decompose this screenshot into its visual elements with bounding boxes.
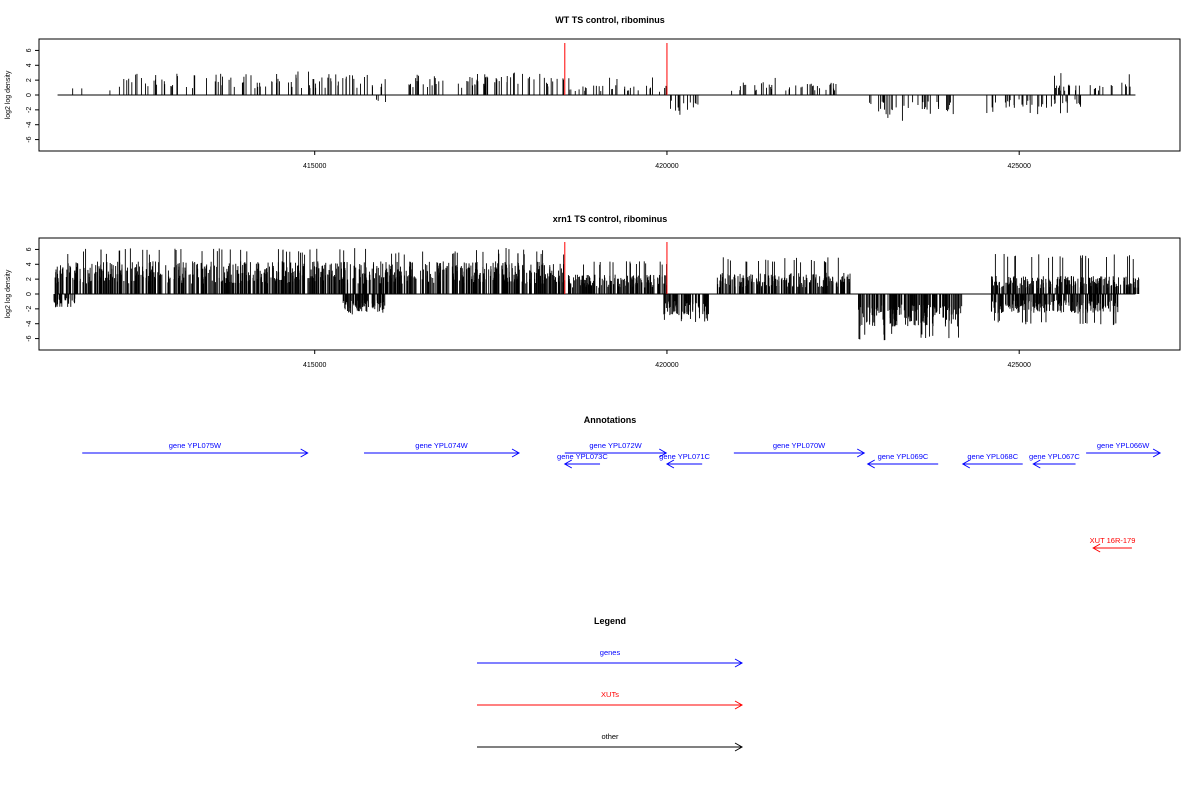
legend-item: XUTs — [477, 690, 744, 710]
legend-item: genes — [477, 648, 744, 668]
legend-title: Legend — [594, 616, 626, 626]
annotations-title: Annotations — [584, 415, 637, 425]
feature-label: gene YPL069C — [878, 452, 929, 461]
y-tick-label: 6 — [26, 247, 33, 251]
annotation-feature: gene YPL073C — [557, 452, 608, 469]
annotation-feature: gene YPL069C — [866, 452, 939, 469]
wt-track-bars — [72, 71, 1131, 121]
annotation-feature: XUT 16R-179 — [1090, 536, 1136, 553]
wt-track-markers — [564, 43, 668, 95]
y-tick-label: -4 — [26, 122, 33, 128]
arrow-head — [511, 448, 521, 458]
xrn1-track-x-axis: 415000 420000 425000 — [303, 350, 1031, 369]
legend-item: other — [477, 732, 744, 752]
feature-label: gene YPL074W — [415, 441, 468, 450]
annotation-feature: gene YPL067C — [1029, 452, 1080, 469]
legend-item-label: genes — [600, 648, 621, 657]
xrn1-track-bars — [53, 248, 1140, 341]
arrow-head — [856, 448, 866, 458]
annotation-features: gene YPL075W gene YPL074W gene YPL072W gene… — [82, 441, 1162, 553]
x-tick-label: 425000 — [1008, 163, 1031, 170]
annotations-panel: Annotations gene YPL075W gene YPL074W gene… — [82, 415, 1162, 553]
arrow-head — [961, 459, 971, 469]
y-tick-label: -6 — [26, 136, 33, 142]
wt-track-x-axis: 415000 420000 425000 — [303, 151, 1031, 170]
annotation-feature: gene YPL066W — [1086, 441, 1162, 458]
y-tick-label: 2 — [26, 277, 33, 281]
arrow-head — [1032, 459, 1041, 469]
feature-label: gene YPL068C — [967, 452, 1018, 461]
y-tick-label: -2 — [26, 107, 33, 113]
x-tick-label: 415000 — [303, 362, 326, 369]
legend-item-label: XUTs — [601, 690, 619, 699]
wt-track-y-axis: 6 4 2 0 -2 -4 -6 — [26, 48, 39, 143]
annotation-feature: gene YPL070W — [733, 441, 866, 458]
y-tick-label: -2 — [26, 306, 33, 312]
wt-track-panel: WT TS control, ribominus log2 log densit… — [5, 15, 1181, 170]
feature-label: gene YPL071C — [659, 452, 710, 461]
wt-track-ylabel: log2 log density — [5, 70, 12, 119]
x-tick-label: 415000 — [303, 163, 326, 170]
arrow-head — [658, 448, 668, 458]
legend-item-label: other — [601, 732, 619, 741]
y-tick-label: 0 — [26, 93, 33, 97]
xrn1-track-y-axis: 6 4 2 0 -2 -4 -6 — [26, 247, 39, 342]
annotation-feature: gene YPL072W — [564, 441, 668, 458]
annotation-feature: gene YPL068C — [961, 452, 1023, 469]
x-tick-label: 425000 — [1008, 362, 1031, 369]
arrow-head — [734, 658, 744, 668]
xrn1-track-markers — [564, 242, 668, 294]
xrn1-track-ylabel: log2 log density — [5, 269, 12, 318]
arrow-head — [866, 459, 875, 469]
xrn1-track-panel: xrn1 TS control, ribominus log2 log dens… — [5, 214, 1181, 369]
feature-label: gene YPL067C — [1029, 452, 1080, 461]
xrn1-track-title: xrn1 TS control, ribominus — [553, 214, 668, 224]
arrow-head — [734, 742, 744, 752]
wt-track-title: WT TS control, ribominus — [555, 15, 665, 25]
annotation-feature: gene YPL075W — [82, 441, 309, 458]
arrow-head — [1092, 543, 1101, 553]
legend-items: genes XUTs other — [477, 648, 744, 752]
feature-label: gene YPL070W — [773, 441, 826, 450]
arrow-head — [563, 459, 573, 469]
annotation-feature: gene YPL071C — [659, 452, 711, 469]
feature-label: gene YPL072W — [589, 441, 642, 450]
y-tick-label: 0 — [26, 292, 33, 296]
arrow-head — [665, 459, 675, 469]
feature-label: gene YPL073C — [557, 452, 608, 461]
y-tick-label: 4 — [26, 63, 33, 67]
y-tick-label: -4 — [26, 321, 33, 327]
feature-label: XUT 16R-179 — [1090, 536, 1136, 545]
feature-label: gene YPL066W — [1097, 441, 1150, 450]
x-tick-label: 420000 — [655, 362, 678, 369]
arrow-head — [300, 448, 309, 458]
feature-label: gene YPL075W — [169, 441, 222, 450]
annotation-feature: gene YPL074W — [364, 441, 521, 458]
x-tick-label: 420000 — [655, 163, 678, 170]
legend-panel: Legend genes XUTs other — [477, 616, 744, 752]
arrow-head — [1152, 448, 1162, 458]
y-tick-label: -6 — [26, 335, 33, 341]
arrow-head — [734, 700, 744, 710]
y-tick-label: 2 — [26, 78, 33, 82]
y-tick-label: 6 — [26, 48, 33, 52]
y-tick-label: 4 — [26, 262, 33, 266]
